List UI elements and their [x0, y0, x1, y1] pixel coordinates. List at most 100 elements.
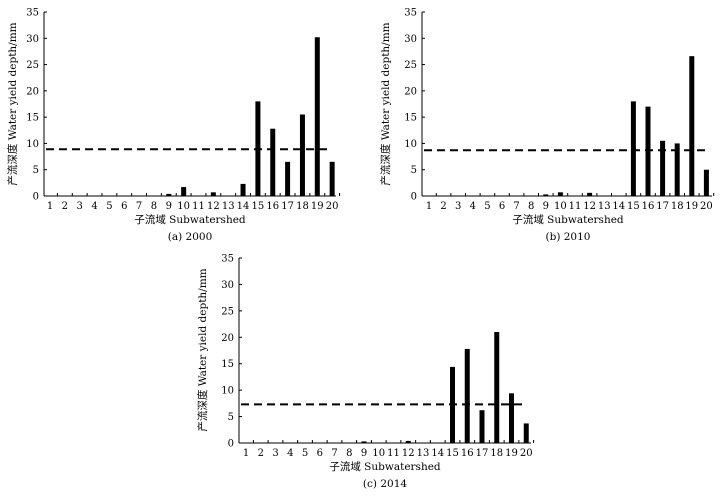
bar [660, 140, 666, 196]
y-tick-label: 20 [404, 86, 417, 97]
bar [405, 440, 411, 443]
bar [314, 37, 320, 197]
bar [479, 410, 485, 443]
x-tick-label: 14 [431, 448, 444, 459]
x-tick-label: 12 [583, 201, 596, 212]
bar [270, 128, 276, 196]
x-tick-label: 1 [426, 201, 432, 212]
bar [523, 423, 529, 443]
panel-caption: (b) 2010 [546, 231, 591, 243]
x-tick-labels: 1 2 3 4 5 6 7 8 9 10 11 12 13 14 15 16 17 18 19 20 [243, 440, 535, 459]
bars [166, 37, 335, 197]
y-tick-label: 20 [26, 86, 39, 97]
y-tick-label: 25 [221, 306, 234, 317]
x-tick-label: 13 [222, 201, 235, 212]
x-tick-label: 17 [476, 448, 489, 459]
bar [509, 393, 514, 443]
x-tick-label: 13 [598, 201, 611, 212]
x-tick-label: 13 [417, 448, 430, 459]
y-tick-label: 35 [221, 254, 234, 265]
y-tick-label: 30 [221, 280, 234, 291]
x-tick-label: 2 [62, 201, 68, 212]
x-tick-label: 6 [121, 201, 127, 212]
bar [166, 193, 172, 196]
y-tick-label: 0 [228, 439, 234, 450]
bar [674, 143, 680, 196]
x-tick-label: 18 [490, 448, 503, 459]
bars [361, 332, 529, 443]
x-tick-label: 4 [91, 201, 97, 212]
x-tick-label: 1 [47, 201, 53, 212]
y-ticks: 0 5 10 15 20 25 30 35 [404, 8, 425, 203]
bar [361, 441, 367, 443]
x-tick-label: 2 [258, 448, 264, 459]
x-tick-label: 11 [192, 201, 205, 212]
x-tick-label: 4 [287, 448, 293, 459]
bars [543, 56, 709, 196]
y-axis-title: 产流深度 Water yield depth/mm [379, 22, 392, 185]
x-tick-label: 7 [513, 201, 519, 212]
x-tick-label: 14 [612, 201, 625, 212]
x-tick-label: 19 [311, 201, 324, 212]
x-tick-label: 6 [499, 201, 505, 212]
x-axis-title: 子流域 Subwatershed [134, 213, 246, 226]
x-tick-label: 5 [302, 448, 308, 459]
x-tick-label: 15 [446, 448, 459, 459]
x-tick-labels: 1 2 3 4 5 6 7 8 9 10 11 12 13 14 15 16 17 18 19 20 [47, 193, 341, 212]
x-tick-label: 12 [402, 448, 415, 459]
bar [210, 192, 216, 196]
x-tick-label: 9 [361, 448, 367, 459]
y-ticks: 0 5 10 15 20 25 30 35 [26, 8, 47, 203]
x-tick-label: 20 [520, 448, 533, 459]
x-tick-label: 17 [656, 201, 669, 212]
x-tick-label: 6 [317, 448, 323, 459]
bar [464, 348, 470, 443]
y-tick-label: 30 [404, 34, 417, 45]
x-tick-label: 20 [326, 201, 339, 212]
y-tick-label: 10 [404, 139, 417, 150]
x-tick-label: 3 [77, 201, 83, 212]
bar [689, 56, 695, 196]
x-tick-label: 3 [455, 201, 461, 212]
x-tick-label: 3 [272, 448, 278, 459]
y-ticks: 0 5 10 15 20 25 30 35 [221, 254, 242, 450]
x-tick-label: 15 [627, 201, 640, 212]
bar [645, 106, 651, 196]
x-tick-label: 16 [642, 201, 655, 212]
x-tick-label: 5 [484, 201, 490, 212]
x-tick-label: 14 [237, 201, 250, 212]
bar [557, 192, 563, 196]
x-axis-title: 子流域 Subwatershed [512, 213, 624, 226]
x-tick-label: 20 [700, 201, 713, 212]
bar [630, 101, 636, 196]
y-tick-label: 5 [228, 412, 234, 423]
y-tick-label: 15 [404, 113, 417, 124]
x-tick-label: 19 [505, 448, 518, 459]
x-tick-label: 10 [372, 448, 385, 459]
y-tick-label: 25 [404, 60, 417, 71]
x-tick-label: 1 [243, 448, 249, 459]
x-tick-label: 16 [461, 448, 474, 459]
x-tick-label: 17 [281, 201, 294, 212]
bar [181, 187, 187, 196]
bar [285, 161, 291, 196]
x-tick-label: 11 [569, 201, 582, 212]
x-tick-label: 9 [166, 201, 172, 212]
panel-caption: (c) 2014 [363, 478, 407, 490]
bar [587, 192, 593, 196]
x-tick-label: 16 [266, 201, 279, 212]
y-tick-label: 25 [26, 60, 39, 71]
bar [240, 183, 246, 196]
y-tick-label: 20 [221, 333, 234, 344]
y-tick-label: 15 [26, 113, 39, 124]
panel-caption: (a) 2000 [168, 231, 213, 243]
x-tick-label: 19 [685, 201, 698, 212]
x-tick-label: 18 [671, 201, 684, 212]
x-tick-label: 4 [470, 201, 476, 212]
x-tick-label: 8 [151, 201, 157, 212]
x-tick-label: 11 [387, 448, 400, 459]
